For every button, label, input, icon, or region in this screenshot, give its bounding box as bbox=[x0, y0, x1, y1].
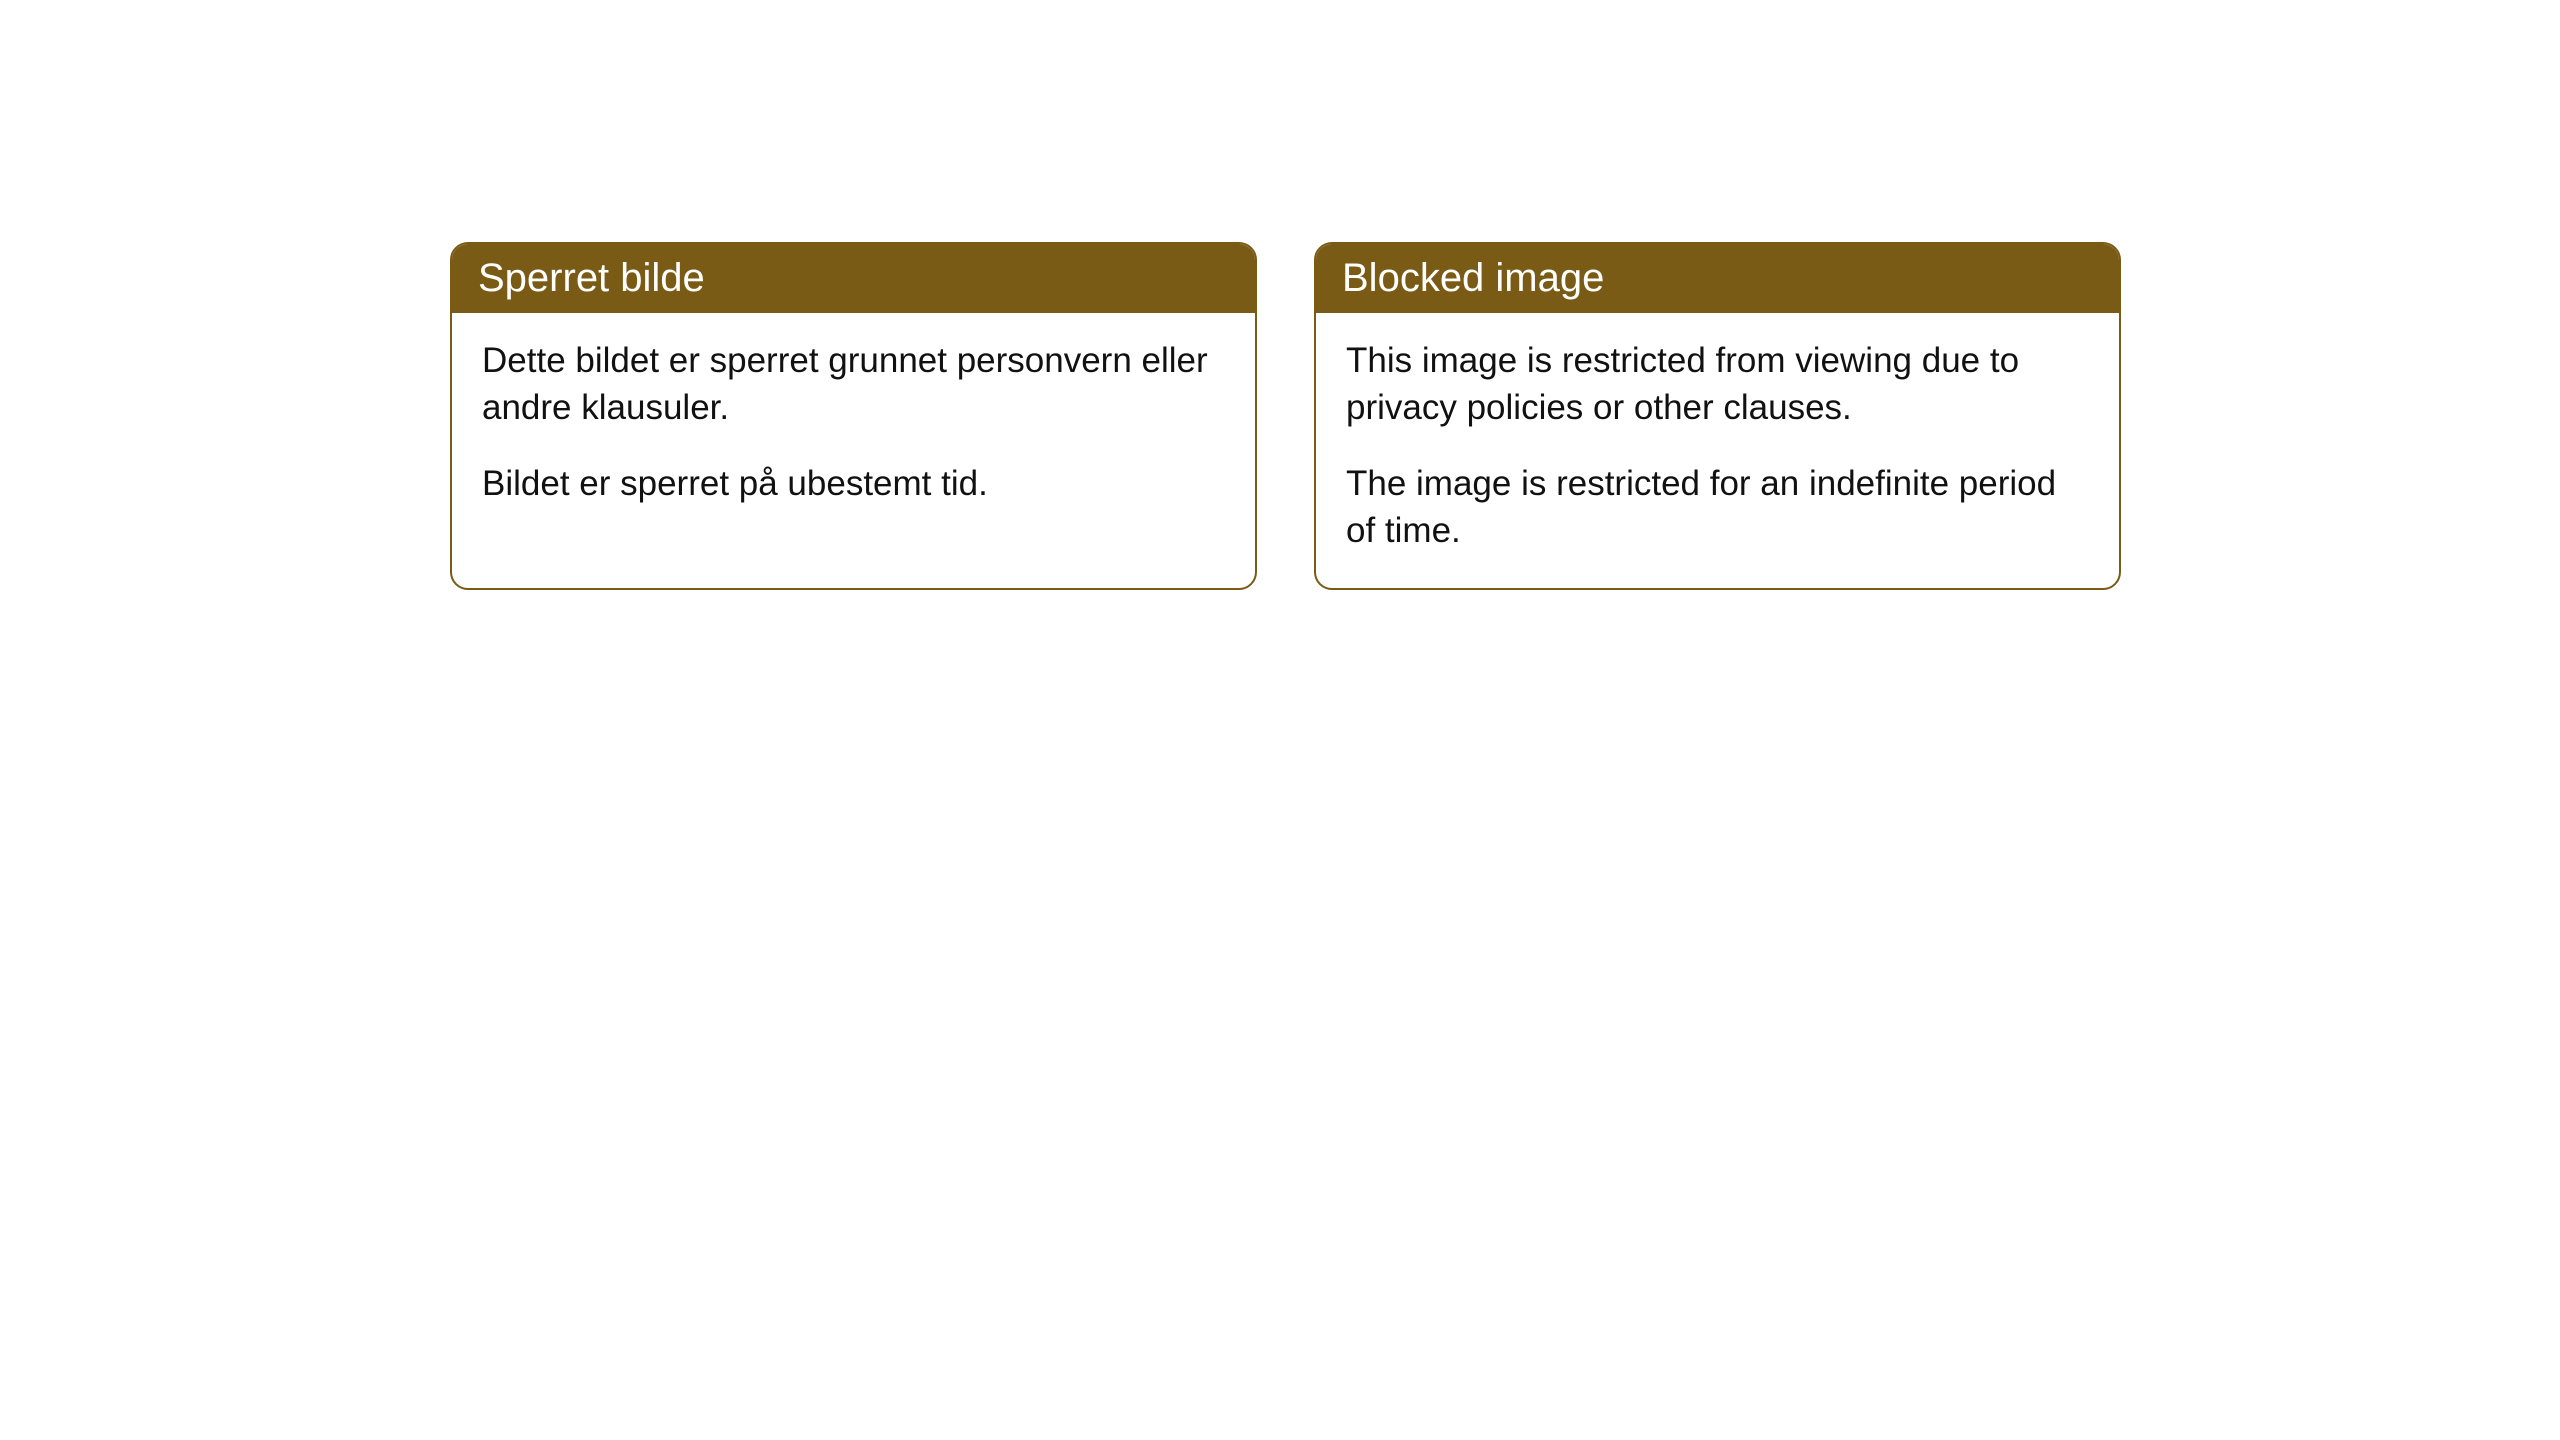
card-body-norwegian: Dette bildet er sperret grunnet personve… bbox=[452, 313, 1255, 541]
card-text-line-2: The image is restricted for an indefinit… bbox=[1346, 460, 2089, 555]
cards-container: Sperret bilde Dette bildet er sperret gr… bbox=[450, 242, 2121, 590]
card-header-norwegian: Sperret bilde bbox=[452, 244, 1255, 313]
card-title: Sperret bilde bbox=[478, 256, 705, 300]
card-english: Blocked image This image is restricted f… bbox=[1314, 242, 2121, 590]
card-body-english: This image is restricted from viewing du… bbox=[1316, 313, 2119, 588]
card-text-line-1: This image is restricted from viewing du… bbox=[1346, 337, 2089, 432]
card-title: Blocked image bbox=[1342, 256, 1604, 300]
card-text-line-2: Bildet er sperret på ubestemt tid. bbox=[482, 460, 1225, 507]
card-header-english: Blocked image bbox=[1316, 244, 2119, 313]
card-text-line-1: Dette bildet er sperret grunnet personve… bbox=[482, 337, 1225, 432]
card-norwegian: Sperret bilde Dette bildet er sperret gr… bbox=[450, 242, 1257, 590]
